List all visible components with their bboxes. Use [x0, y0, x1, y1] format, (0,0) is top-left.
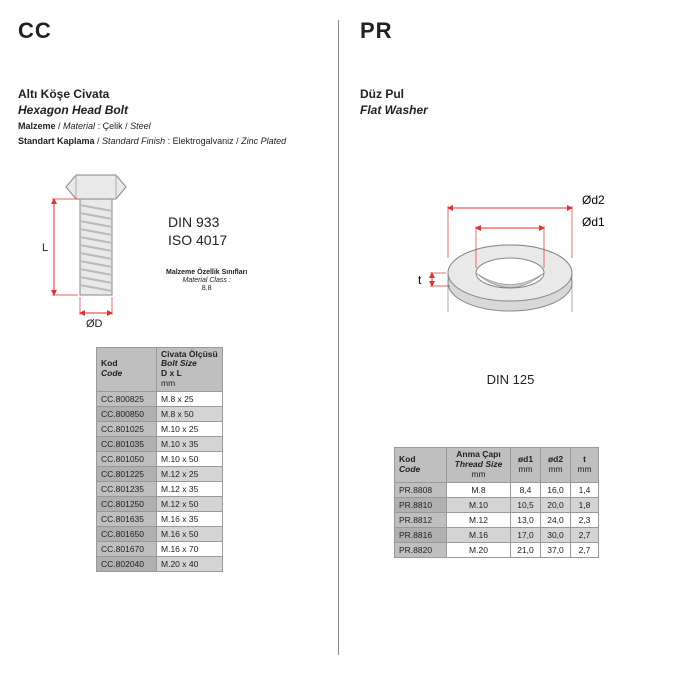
dim-d1-label: Ød1: [582, 215, 605, 229]
table-row: CC.801025M.10 x 25: [97, 421, 223, 436]
table-row: CC.800825M.8 x 25: [97, 391, 223, 406]
table-row: CC.801250M.12 x 50: [97, 496, 223, 511]
title-tr: Altı Köşe Civata: [18, 86, 328, 102]
dim-l-label: L: [42, 242, 48, 254]
th-size: Civata ÖlçüsüBolt SizeD x Lmm: [157, 347, 223, 391]
table-row: CC.801635M.16 x 35: [97, 511, 223, 526]
th-kod: KodCode: [97, 347, 157, 391]
product-code-pr: PR: [360, 18, 661, 44]
left-panel: CC Altı Köşe Civata Hexagon Head Bolt Ma…: [0, 0, 342, 675]
finish-line: Standart Kaplama / Standard Finish : Ele…: [18, 135, 328, 147]
table-row: PR.8816M.1617,030,02,7: [395, 527, 599, 542]
din-label: DIN 125: [360, 372, 661, 387]
table-row: PR.8820M.2021,037,02,7: [395, 542, 599, 557]
table-row: CC.801035M.10 x 35: [97, 436, 223, 451]
dim-d-label: ØD: [86, 318, 103, 330]
th-d2: ød2mm: [541, 448, 571, 482]
bolt-diagram: L ØD DIN 933 ISO 4017 Malzeme Özellik Sı…: [18, 165, 328, 335]
table-pr: KodCode Anma ÇapıThread Sizemm ød1mm ød2…: [394, 447, 599, 557]
table-row: CC.801225M.12 x 25: [97, 466, 223, 481]
washer-svg: Ød2 Ød1 t: [360, 178, 660, 358]
standard-codes: DIN 933 ISO 4017: [168, 213, 227, 249]
dim-t-label: t: [418, 273, 422, 287]
th-kod: KodCode: [395, 448, 447, 482]
washer-diagram: Ød2 Ød1 t: [360, 178, 661, 358]
table-row: PR.8812M.1213,024,02,3: [395, 512, 599, 527]
th-thread: Anma ÇapıThread Sizemm: [447, 448, 511, 482]
title-tr: Düz Pul: [360, 86, 661, 102]
table-row: CC.801235M.12 x 35: [97, 481, 223, 496]
material-line: Malzeme / Material : Çelik / Steel: [18, 120, 328, 132]
table-row: CC.801650M.16 x 50: [97, 526, 223, 541]
table-row: CC.801050M.10 x 50: [97, 451, 223, 466]
table-row: CC.801670M.16 x 70: [97, 541, 223, 556]
title-en: Hexagon Head Bolt: [18, 102, 328, 118]
right-panel: PR Düz Pul Flat Washer Ød2: [342, 0, 675, 675]
dim-d2-label: Ød2: [582, 193, 605, 207]
bolt-svg: L ØD: [18, 165, 328, 335]
material-class: Malzeme Özellik Sınıfları Material Class…: [166, 269, 247, 294]
title-en: Flat Washer: [360, 102, 661, 118]
title-block-cc: Altı Köşe Civata Hexagon Head Bolt Malze…: [18, 86, 328, 147]
title-block-pr: Düz Pul Flat Washer: [360, 86, 661, 118]
table-row: CC.802040M.20 x 40: [97, 556, 223, 571]
th-t: tmm: [571, 448, 599, 482]
table-row: PR.8808M.88,416,01,4: [395, 482, 599, 497]
table-row: CC.800850M.8 x 50: [97, 406, 223, 421]
product-code-cc: CC: [18, 18, 328, 44]
table-row: PR.8810M.1010,520,01,8: [395, 497, 599, 512]
table-cc: KodCode Civata ÖlçüsüBolt SizeD x Lmm CC…: [96, 347, 223, 572]
th-d1: ød1mm: [511, 448, 541, 482]
